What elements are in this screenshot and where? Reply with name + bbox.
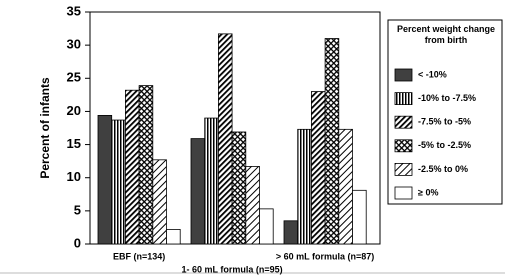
bar: [310, 91, 326, 245]
bar: [166, 229, 181, 245]
legend-swatch: [394, 92, 413, 105]
bar: [283, 220, 299, 245]
y-tick-label: 5: [74, 202, 81, 217]
bar: [190, 138, 206, 245]
bar: [152, 159, 167, 245]
bar: [259, 208, 274, 245]
bar: [324, 38, 340, 245]
legend-label: < -10%: [418, 69, 447, 79]
bar: [338, 128, 353, 245]
bar: [297, 128, 312, 245]
legend-title: Percent weight change from birth: [396, 24, 496, 45]
legend-label: -10% to -7.5%: [418, 93, 476, 103]
bar: [217, 33, 233, 245]
bar: [352, 189, 367, 245]
legend-swatch: [394, 68, 413, 82]
legend-label: -7.5% to -5%: [418, 117, 471, 127]
y-tick-label: 30: [67, 37, 81, 52]
legend-swatch: [394, 139, 413, 153]
bar: [125, 89, 140, 245]
y-tick-label: 0: [74, 235, 81, 250]
x-tick-label: EBF (n=134): [113, 251, 165, 261]
legend-label: ≥ 0%: [418, 187, 438, 197]
bar: [204, 117, 219, 245]
legend-swatch: [394, 186, 413, 200]
y-tick-label: 25: [67, 70, 81, 85]
y-tick-label: 35: [67, 3, 81, 18]
y-tick-label: 10: [67, 169, 81, 184]
legend-swatch: [394, 162, 413, 176]
legend-box: [387, 19, 503, 205]
legend-swatch: [394, 115, 413, 129]
bar: [245, 166, 260, 245]
x-tick-label: > 60 mL formula (n=87): [276, 251, 374, 261]
bar: [111, 119, 126, 245]
y-axis-label: Percent of infants: [38, 77, 52, 179]
y-tick-label: 15: [67, 136, 81, 151]
y-tick-label: 20: [67, 103, 81, 118]
legend-label: -5% to -2.5%: [418, 140, 471, 150]
bar: [231, 131, 247, 245]
bar: [138, 85, 154, 245]
x-tick-label: 1- 60 mL formula (n=95): [182, 264, 283, 274]
legend-label: -2.5% to 0%: [418, 164, 468, 174]
bar: [97, 115, 113, 245]
